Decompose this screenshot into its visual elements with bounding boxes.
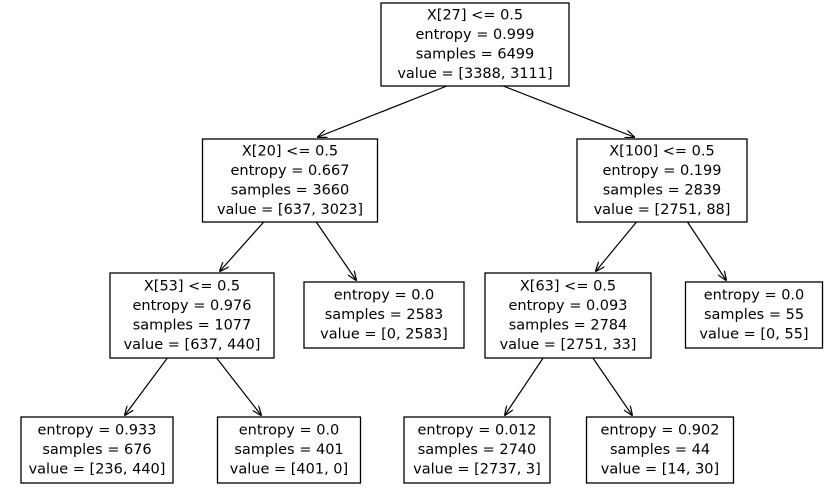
tree-node-n0: X[27] <= 0.5 entropy = 0.999 samples = 649… bbox=[380, 2, 570, 87]
node-box bbox=[109, 272, 275, 359]
tree-node-n2: X[100] <= 0.5 entropy = 0.199 samples = 28… bbox=[576, 138, 748, 223]
node-text-line: value = [637, 3023] bbox=[217, 202, 363, 218]
node-text-line: value = [0, 2583] bbox=[320, 327, 448, 343]
node-text-line: value = [2751, 88] bbox=[594, 202, 731, 218]
node-text-line: samples = 3660 bbox=[231, 182, 350, 198]
edge-n1-n3 bbox=[220, 221, 265, 271]
node-text-line: value = [401, 0] bbox=[230, 462, 348, 478]
node-box bbox=[303, 281, 465, 349]
node-text-line: samples = 2839 bbox=[603, 182, 722, 198]
node-text-line: value = [3388, 3111] bbox=[397, 66, 552, 82]
tree-edges bbox=[125, 85, 727, 415]
edge-n5-n9 bbox=[505, 357, 544, 415]
tree-node-n5: X[63] <= 0.5 entropy = 0.093 samples = 278… bbox=[484, 272, 652, 359]
tree-nodes: X[27] <= 0.5 entropy = 0.999 samples = 649… bbox=[20, 2, 824, 484]
node-text-line: entropy = 0.0 bbox=[334, 288, 435, 304]
node-text-line: X[63] <= 0.5 bbox=[520, 278, 616, 294]
node-text-line: value = [2737, 3] bbox=[413, 462, 541, 478]
node-text-line: entropy = 0.012 bbox=[418, 423, 537, 439]
edge-n3-n7 bbox=[125, 357, 168, 415]
tree-node-n3: X[53] <= 0.5 entropy = 0.976 samples = 107… bbox=[109, 272, 275, 359]
node-text-line: samples = 676 bbox=[42, 442, 151, 458]
tree-node-n10: entropy = 0.902 samples = 44 value = [14, … bbox=[585, 416, 735, 484]
edge-n2-n6 bbox=[687, 221, 727, 280]
node-box bbox=[585, 416, 735, 484]
tree-node-n9: entropy = 0.012 samples = 2740 value = [27… bbox=[403, 416, 551, 484]
tree-node-n8: entropy = 0.0 samples = 401 value = [401, … bbox=[216, 416, 362, 484]
tree-node-n7: entropy = 0.933 samples = 676 value = [236… bbox=[20, 416, 174, 484]
tree-node-n6: entropy = 0.0 samples = 55 value = [0, 55] bbox=[684, 281, 824, 349]
node-text-line: entropy = 0.093 bbox=[509, 298, 628, 314]
node-text-line: entropy = 0.199 bbox=[603, 163, 722, 179]
edge-n5-n10 bbox=[592, 357, 632, 415]
node-text-line: value = [2751, 33] bbox=[500, 337, 637, 353]
node-text-line: X[53] <= 0.5 bbox=[144, 278, 240, 294]
tree-node-n4: entropy = 0.0 samples = 2583 value = [0, 2… bbox=[303, 281, 465, 349]
tree-node-n1: X[20] <= 0.5 entropy = 0.667 samples = 366… bbox=[201, 138, 379, 223]
node-text-line: samples = 2784 bbox=[509, 317, 628, 333]
node-text-line: entropy = 0.0 bbox=[239, 423, 340, 439]
node-text-line: entropy = 0.999 bbox=[416, 27, 535, 43]
node-text-line: entropy = 0.976 bbox=[133, 298, 252, 314]
edge-n0-n1 bbox=[318, 85, 448, 137]
node-text-line: X[20] <= 0.5 bbox=[242, 143, 338, 159]
node-box bbox=[216, 416, 362, 484]
node-box bbox=[380, 2, 570, 87]
node-box bbox=[20, 416, 174, 484]
node-text-line: samples = 44 bbox=[610, 442, 710, 458]
node-text-line: value = [14, 30] bbox=[601, 462, 719, 478]
edge-n2-n5 bbox=[596, 221, 637, 271]
node-text-line: samples = 2583 bbox=[325, 307, 444, 323]
node-text-line: value = [0, 55] bbox=[699, 327, 808, 343]
node-text-line: entropy = 0.902 bbox=[601, 423, 720, 439]
node-text-line: value = [637, 440] bbox=[124, 337, 261, 353]
node-text-line: X[27] <= 0.5 bbox=[427, 7, 523, 23]
edge-n1-n4 bbox=[315, 221, 356, 280]
node-text-line: entropy = 0.667 bbox=[231, 163, 350, 179]
node-text-line: samples = 401 bbox=[234, 442, 343, 458]
node-text-line: samples = 2740 bbox=[418, 442, 537, 458]
node-text-line: samples = 6499 bbox=[416, 46, 535, 62]
node-box bbox=[684, 281, 824, 349]
edge-n0-n2 bbox=[502, 85, 634, 137]
node-text-line: X[100] <= 0.5 bbox=[609, 143, 715, 159]
node-text-line: value = [236, 440] bbox=[29, 462, 166, 478]
node-box bbox=[403, 416, 551, 484]
edge-n3-n8 bbox=[216, 357, 261, 415]
node-text-line: samples = 1077 bbox=[133, 317, 252, 333]
node-text-line: samples = 55 bbox=[704, 307, 804, 323]
node-box bbox=[576, 138, 748, 223]
node-text-line: entropy = 0.933 bbox=[38, 423, 157, 439]
node-text-line: entropy = 0.0 bbox=[704, 288, 805, 304]
node-box bbox=[484, 272, 652, 359]
node-box bbox=[201, 138, 379, 223]
